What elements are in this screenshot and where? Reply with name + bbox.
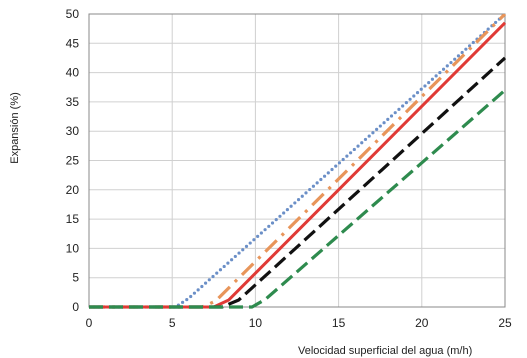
tick-labels: 0 5 10 15 20 25 0 5 10 15 20 25 30 35 40 45 50 (66, 7, 512, 330)
y-tick-label: 45 (66, 36, 80, 50)
x-tick-label: 0 (86, 316, 93, 330)
y-tick-label: 0 (72, 300, 79, 314)
y-tick-label: 30 (66, 124, 80, 138)
series-line-1 (89, 14, 507, 309)
y-tick-label: 20 (66, 183, 80, 197)
y-tick-label: 10 (66, 241, 80, 255)
x-tick-label: 10 (249, 316, 263, 330)
y-tick-label: 50 (66, 7, 80, 21)
series-line-3 (89, 21, 507, 309)
y-tick-label: 25 (66, 154, 80, 168)
y-axis-label: Expansión (%) (9, 92, 21, 164)
grid-lines (88, 13, 506, 308)
series-line-4 (89, 56, 507, 309)
plot-border (88, 13, 506, 308)
x-axis-label: Velocidad superficial del agua (m/h) (298, 345, 472, 357)
x-tick-label: 25 (498, 316, 512, 330)
series-layer (89, 14, 507, 309)
y-tick-label: 35 (66, 95, 80, 109)
y-tick-label: 15 (66, 212, 80, 226)
x-tick-label: 15 (332, 316, 346, 330)
series-line-5 (89, 88, 507, 309)
y-tick-label: 5 (72, 271, 79, 285)
x-tick-label: 20 (415, 316, 429, 330)
x-tick-label: 5 (169, 316, 176, 330)
y-tick-label: 40 (66, 66, 80, 80)
